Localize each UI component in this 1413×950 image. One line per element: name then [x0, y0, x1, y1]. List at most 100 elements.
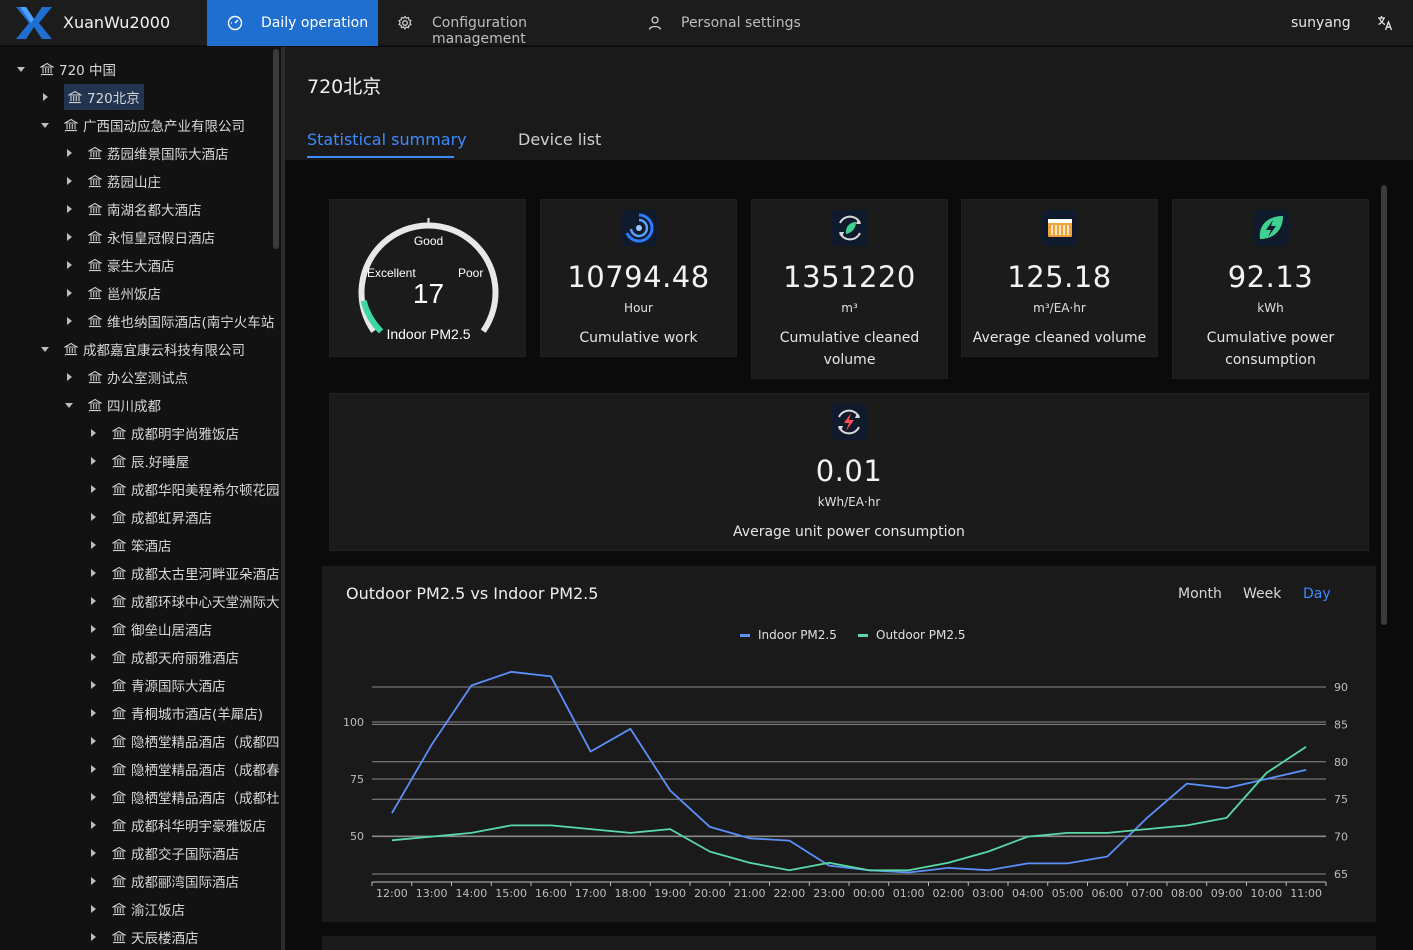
building-icon	[88, 230, 102, 244]
tree-item-label: 成都虹昇酒店	[131, 511, 212, 527]
caret-right-icon[interactable]	[88, 932, 98, 942]
caret-right-icon[interactable]	[88, 596, 98, 606]
tree-item[interactable]: 成都天府丽雅酒店	[88, 643, 239, 671]
caret-right-icon[interactable]	[64, 148, 74, 158]
tab-daily-operation[interactable]: Daily operation	[207, 0, 378, 46]
legend-outdoor[interactable]: Outdoor PM2.5	[858, 628, 965, 642]
tree-item[interactable]: 成都虹昇酒店	[88, 503, 212, 531]
tree-item-label: 豪生大酒店	[107, 259, 175, 275]
tree-item[interactable]: 邕州饭店	[64, 279, 161, 307]
tree-item-label: 隐栖堂精品酒店（成都四	[131, 735, 280, 751]
caret-down-icon[interactable]	[40, 344, 50, 354]
caret-right-icon[interactable]	[88, 680, 98, 690]
building-icon	[112, 930, 126, 944]
tree-item[interactable]: 荔园山庄	[64, 167, 161, 195]
caret-right-icon[interactable]	[88, 428, 98, 438]
caret-right-icon[interactable]	[88, 540, 98, 550]
tab-personal-settings[interactable]: Personal settings	[647, 0, 807, 46]
tree-item[interactable]: 办公室测试点	[64, 363, 188, 391]
caret-right-icon[interactable]	[88, 624, 98, 634]
building-icon	[112, 734, 126, 748]
tree-item[interactable]: 永恒皇冠假日酒店	[64, 223, 215, 251]
period-day[interactable]: Day	[1303, 586, 1331, 602]
tree-item[interactable]: 广西国动应急产业有限公司	[40, 111, 245, 139]
caret-right-icon[interactable]	[40, 92, 50, 102]
tree-item[interactable]: 御垒山居酒店	[88, 615, 212, 643]
tree-item-label: 四川成都	[107, 399, 161, 415]
caret-right-icon[interactable]	[88, 736, 98, 746]
caret-right-icon[interactable]	[88, 456, 98, 466]
caret-right-icon[interactable]	[88, 820, 98, 830]
period-week[interactable]: Week	[1243, 586, 1282, 602]
tab-device-list[interactable]: Device list	[518, 130, 602, 149]
sidebar-scrollbar[interactable]	[273, 49, 279, 249]
tree-item[interactable]: 成都太古里河畔亚朵酒店	[88, 559, 280, 587]
building-icon	[88, 370, 102, 384]
tree-item[interactable]: 天辰楼酒店	[88, 923, 199, 950]
tree-item[interactable]: 维也纳国际酒店(南宁火车站	[64, 307, 274, 335]
building-icon	[64, 342, 78, 356]
tree-item[interactable]: 720 中国	[16, 55, 116, 83]
tree-item[interactable]: 辰.好睡屋	[88, 447, 189, 475]
tree-item[interactable]: 隐栖堂精品酒店（成都四	[88, 727, 280, 755]
caret-right-icon[interactable]	[88, 904, 98, 914]
building-icon	[112, 846, 126, 860]
caret-down-icon[interactable]	[16, 64, 26, 74]
caret-right-icon[interactable]	[64, 372, 74, 382]
period-month[interactable]: Month	[1178, 586, 1222, 602]
username[interactable]: sunyang	[1291, 15, 1351, 31]
stat-card-power-consumption: 92.13 kWh Cumulative power consumption	[1172, 199, 1369, 379]
tree-item[interactable]: 青桐城市酒店(羊犀店)	[88, 699, 263, 727]
tree-item[interactable]: 渝江饭店	[88, 895, 185, 923]
tree-item[interactable]: 成都交子国际酒店	[88, 839, 239, 867]
tree-item[interactable]: 成都嘉宜康云科技有限公司	[40, 335, 245, 363]
tree-item[interactable]: 荔园维景国际大酒店	[64, 139, 229, 167]
translate-icon[interactable]	[1376, 14, 1394, 32]
tree-item-label: 荔园维景国际大酒店	[107, 147, 229, 163]
caret-right-icon[interactable]	[88, 484, 98, 494]
caret-right-icon[interactable]	[88, 652, 98, 662]
building-icon	[112, 510, 126, 524]
tab-statistical-summary[interactable]: Statistical summary	[307, 130, 467, 149]
x-tick-label: 23:00	[813, 887, 845, 900]
tree-item[interactable]: 南湖名都大酒店	[64, 195, 202, 223]
caret-down-icon[interactable]	[64, 400, 74, 410]
tree-item[interactable]: 成都环球中心天堂洲际大	[88, 587, 280, 615]
tree-item[interactable]: 成都郦湾国际酒店	[88, 867, 239, 895]
legend-indoor[interactable]: Indoor PM2.5	[740, 628, 837, 642]
tab-configuration-management[interactable]: Configuration management	[397, 0, 617, 47]
tree-item[interactable]: 隐栖堂精品酒店（成都杜	[88, 783, 280, 811]
tree-item-label: 南湖名都大酒店	[107, 203, 202, 219]
main-scrollbar[interactable]	[1381, 185, 1387, 625]
sidebar-divider[interactable]	[281, 47, 285, 950]
caret-right-icon[interactable]	[64, 232, 74, 242]
tree-item[interactable]: 成都华阳美程希尔顿花园	[88, 475, 280, 503]
caret-right-icon[interactable]	[88, 764, 98, 774]
tree-item[interactable]: 隐栖堂精品酒店（成都春	[88, 755, 280, 783]
caret-down-icon[interactable]	[40, 120, 50, 130]
y-right-tick-label: 90	[1334, 681, 1348, 694]
caret-right-icon[interactable]	[88, 792, 98, 802]
x-tick-label: 20:00	[694, 887, 726, 900]
x-tick-label: 14:00	[456, 887, 488, 900]
caret-right-icon[interactable]	[88, 512, 98, 522]
x-tick-label: 04:00	[1012, 887, 1044, 900]
xuanwu-logo-icon[interactable]	[14, 5, 54, 41]
caret-right-icon[interactable]	[88, 568, 98, 578]
caret-right-icon[interactable]	[88, 876, 98, 886]
caret-right-icon[interactable]	[64, 176, 74, 186]
caret-right-icon[interactable]	[64, 288, 74, 298]
tree-item[interactable]: 720北京	[40, 83, 144, 111]
legend-outdoor-swatch	[858, 633, 868, 637]
tree-item[interactable]: 笨酒店	[88, 531, 172, 559]
caret-right-icon[interactable]	[88, 708, 98, 718]
caret-right-icon[interactable]	[64, 316, 74, 326]
tree-item[interactable]: 青源国际大酒店	[88, 671, 226, 699]
tree-item[interactable]: 成都科华明宇豪雅饭店	[88, 811, 266, 839]
tree-item[interactable]: 成都明宇尚雅饭店	[88, 419, 239, 447]
tree-item[interactable]: 四川成都	[64, 391, 161, 419]
caret-right-icon[interactable]	[88, 848, 98, 858]
caret-right-icon[interactable]	[64, 260, 74, 270]
caret-right-icon[interactable]	[64, 204, 74, 214]
tree-item[interactable]: 豪生大酒店	[64, 251, 175, 279]
